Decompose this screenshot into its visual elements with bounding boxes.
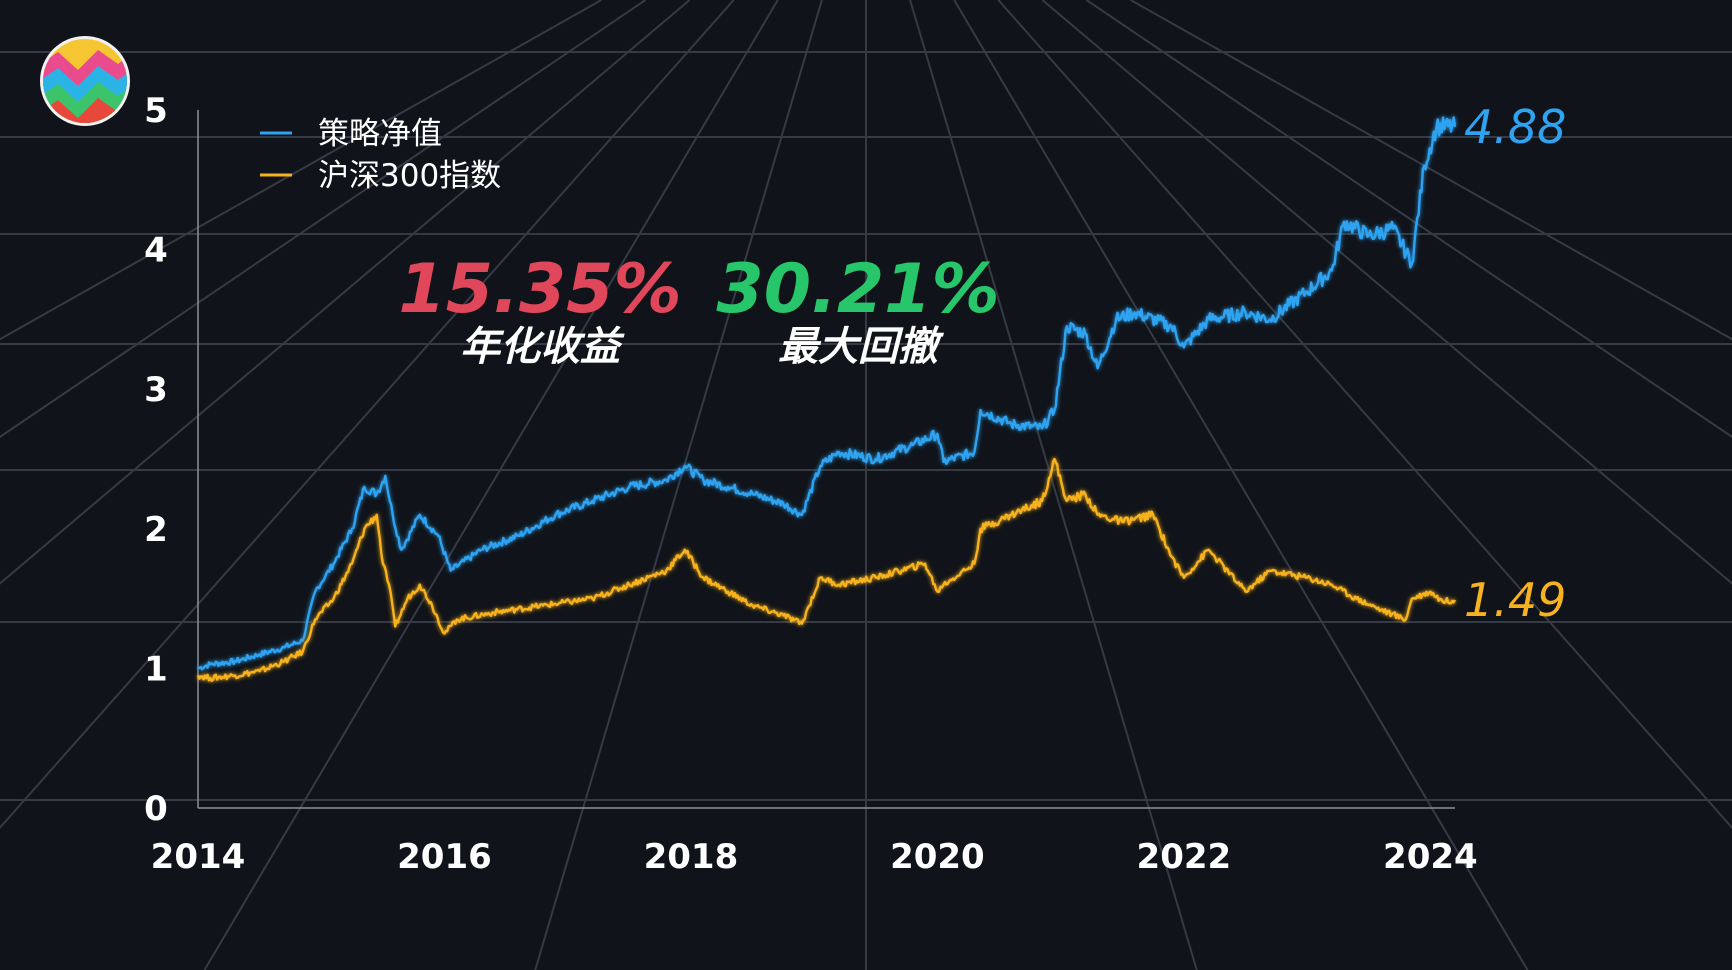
grid-line-v	[0, 0, 735, 830]
stat-max-drawdown-label: 最大回撤	[778, 324, 944, 370]
grid-line-v	[997, 0, 1732, 830]
grid-line-v	[1041, 0, 1732, 585]
legend-label-csi300: 沪深300指数	[318, 158, 501, 194]
x-tick-label: 2016	[397, 837, 492, 877]
grid-line-v	[953, 0, 1529, 970]
stat-annual-return: 15.35% 年化收益	[398, 250, 681, 370]
series-line-strategy	[197, 116, 1457, 671]
y-tick-label: 3	[144, 370, 168, 410]
grid-line-v	[0, 0, 691, 585]
y-axis-ticks: 0 1 2 3 4 5	[144, 91, 168, 829]
stat-annual-return-value: 15.35%	[398, 250, 681, 329]
grid-line-v	[0, 0, 602, 341]
grid-line-v	[909, 0, 1198, 970]
series-layer	[196, 116, 1457, 682]
end-value-label-csi300: 1.49	[1464, 573, 1566, 627]
y-tick-label: 4	[144, 231, 168, 271]
rainbow-zigzag-logo-icon	[40, 36, 130, 126]
x-axis-ticks: 2014 2016 2018 2020 2022 2024	[151, 837, 1478, 877]
stat-annual-return-label: 年化收益	[460, 324, 625, 370]
x-tick-label: 2022	[1137, 837, 1232, 877]
x-tick-label: 2018	[644, 837, 739, 877]
x-tick-label: 2014	[151, 837, 246, 877]
grid-line-v	[1130, 0, 1732, 341]
y-tick-label: 0	[144, 789, 168, 829]
x-tick-label: 2020	[890, 837, 985, 877]
legend: 策略净值 沪深300指数	[260, 116, 501, 194]
end-labels: 4.88 1.49	[1464, 100, 1566, 627]
series-line-csi300	[196, 457, 1457, 682]
legend-label-strategy: 策略净值	[318, 116, 442, 152]
grid-line-v	[0, 0, 647, 439]
x-tick-label: 2024	[1383, 837, 1478, 877]
y-tick-label: 2	[144, 510, 168, 550]
stat-max-drawdown: 30.21% 最大回撤	[716, 250, 999, 370]
y-tick-label: 1	[144, 649, 168, 689]
grid-line-v	[534, 0, 823, 970]
y-tick-label: 5	[144, 91, 168, 131]
end-value-label-strategy: 4.88	[1464, 100, 1566, 154]
stat-max-drawdown-value: 30.21%	[716, 250, 999, 329]
grid-line-v	[203, 0, 779, 970]
grid-line-v	[1085, 0, 1732, 439]
